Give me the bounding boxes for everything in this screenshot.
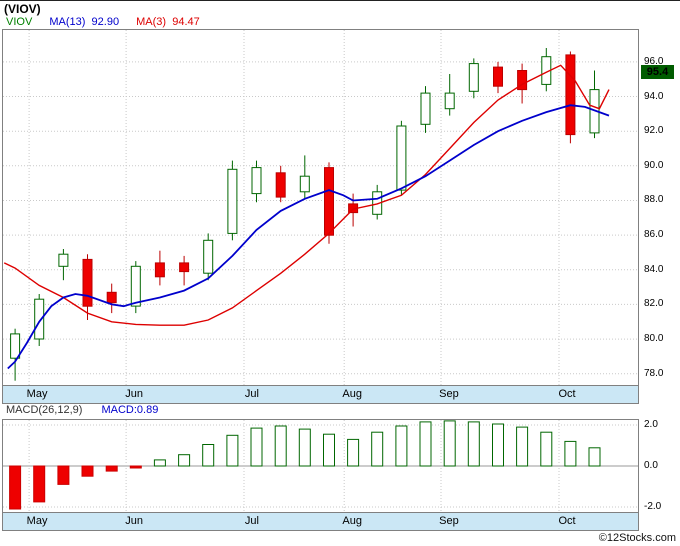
candle-body [34, 298, 45, 340]
macd-bar [371, 431, 384, 467]
macd-bar [395, 425, 408, 467]
candle-body [493, 66, 503, 87]
macd-bar [564, 440, 577, 467]
candle-body [10, 333, 21, 359]
macd-bar [9, 465, 22, 510]
candle-body [275, 172, 286, 198]
macd-bar-series [9, 420, 601, 510]
candle-body [227, 168, 238, 234]
month-label: Jun [125, 388, 143, 400]
last-price-badge: 95.4 [641, 65, 674, 80]
legend-ma13: MA(13) 92.90 [49, 16, 120, 28]
price-chart-canvas [3, 30, 638, 385]
month-label: May [26, 515, 48, 527]
macd-bar [274, 425, 287, 467]
chart-legend: VIOV MA(13) 92.90 MA(3) 94.47 [6, 16, 214, 28]
macd-bar [588, 447, 601, 467]
candlestick-series [10, 48, 600, 381]
candle-body [444, 92, 455, 110]
macd-params-label: MACD(26,12,9) [6, 404, 83, 416]
macd-bar [492, 423, 504, 467]
month-label: Oct [558, 515, 576, 527]
y-axis-tick-label: 94.0 [644, 90, 664, 102]
macd-bar [81, 465, 94, 477]
macd-bar [178, 454, 191, 467]
month-label: Jun [125, 515, 143, 527]
y-axis-tick-label: 92.0 [644, 125, 664, 137]
macd-bar [202, 444, 215, 467]
y-axis-tick-label: 82.0 [644, 298, 664, 310]
macd-bar [129, 465, 142, 469]
month-label: Sep [439, 515, 459, 527]
y-axis-tick-label: 86.0 [644, 229, 664, 241]
candle-body [324, 167, 334, 236]
legend-symbol: VIOV [6, 16, 33, 28]
month-label: Jul [244, 388, 259, 400]
candle-body [154, 262, 165, 278]
footer: ©12Stocks.com [599, 532, 676, 544]
y-axis-tick-label: 84.0 [644, 263, 664, 275]
candle-body [299, 175, 310, 193]
ma-line [3, 64, 610, 326]
copyright-link[interactable]: ©12Stocks.com [598, 532, 676, 544]
y-axis-tick-label: 80.0 [644, 333, 664, 345]
candle-body [420, 92, 431, 125]
y-axis-tick-label: 78.0 [644, 367, 664, 379]
macd-bar [298, 428, 311, 467]
macd-bar [467, 421, 480, 467]
y-axis-tick-label: 88.0 [644, 194, 664, 206]
price-chart-panel [2, 29, 639, 386]
candle-body [468, 63, 479, 92]
legend-ma3: MA(3) 94.47 [136, 16, 200, 28]
macd-bar [323, 433, 335, 467]
y-axis-tick-label: 0.0 [644, 460, 658, 471]
macd-legend: MACD(26,12,9) MACD:0.89 [6, 404, 158, 416]
candle-body [82, 258, 93, 307]
macd-bar [33, 465, 46, 503]
macd-bar [153, 459, 166, 467]
macd-chart-canvas [3, 420, 638, 512]
month-label: Jul [244, 515, 259, 527]
month-label: May [26, 388, 48, 400]
candle-body [565, 54, 576, 136]
macd-bar [516, 426, 529, 467]
month-label: Sep [439, 388, 459, 400]
candle-body [58, 253, 69, 267]
candle-body [130, 265, 141, 307]
macd-bar [226, 434, 239, 467]
candle-body [396, 125, 407, 191]
candle-body [517, 70, 528, 91]
macd-bar [347, 438, 360, 467]
macd-bar [443, 420, 456, 467]
macd-bar [419, 421, 432, 467]
candle-body [106, 291, 117, 304]
candle-body [251, 167, 262, 195]
macd-value-label: MACD:0.89 [101, 404, 159, 416]
x-axis-strip-price: May Jun Jul Aug Sep Oct [2, 386, 639, 404]
month-label: Aug [342, 388, 362, 400]
macd-bar [105, 465, 118, 472]
ma-line [7, 104, 610, 370]
page-title: (VIOV) [4, 2, 41, 16]
y-axis-tick-label: 90.0 [644, 159, 664, 171]
y-axis-tick-label: 96.0 [644, 55, 664, 67]
y-axis-tick-label: 2.0 [644, 419, 658, 431]
macd-bar [250, 427, 263, 467]
candle-body [179, 262, 190, 273]
x-axis-strip-macd: May Jun Jul Aug Sep Oct [2, 513, 639, 531]
candle-body [372, 191, 383, 215]
month-label: Aug [342, 515, 362, 527]
candle-body [203, 239, 214, 274]
macd-bar [540, 431, 553, 467]
y-axis-tick-label: -2.0 [644, 500, 662, 512]
macd-bar [57, 465, 70, 485]
macd-chart-panel [2, 419, 639, 513]
month-label: Oct [558, 388, 576, 400]
